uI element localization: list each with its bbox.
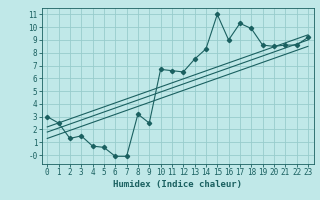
X-axis label: Humidex (Indice chaleur): Humidex (Indice chaleur) <box>113 180 242 189</box>
